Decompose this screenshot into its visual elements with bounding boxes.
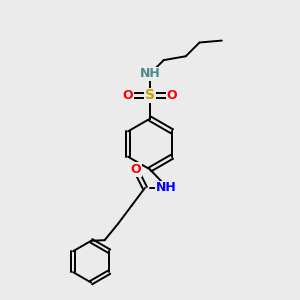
Text: O: O [167, 89, 177, 102]
Text: NH: NH [156, 182, 177, 194]
Text: NH: NH [140, 68, 160, 80]
Text: O: O [123, 89, 133, 102]
Text: S: S [145, 88, 155, 102]
Text: O: O [131, 163, 141, 176]
